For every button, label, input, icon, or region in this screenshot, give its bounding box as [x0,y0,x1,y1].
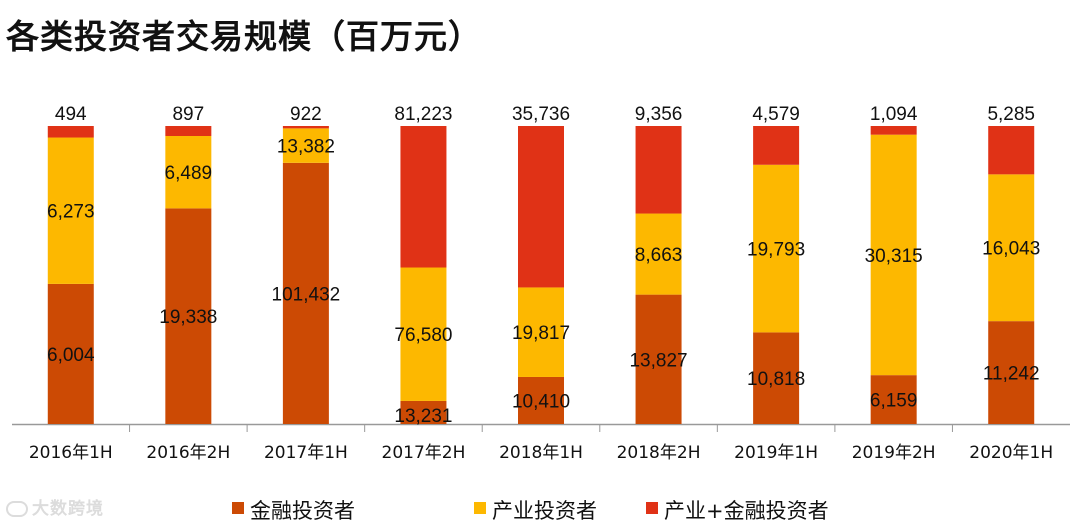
bar-segment [165,208,212,424]
bar-segment [753,164,800,333]
bar-segment [282,126,329,129]
legend-label: 金融投资者 [250,499,355,523]
bar-segment [635,294,682,424]
legend-label: 产业+金融投资者 [664,499,829,523]
bar-segment [870,126,917,135]
data-label: 8,663 [635,245,683,266]
bar-segment [282,128,329,163]
bar-segment [988,126,1035,175]
data-label: 10,410 [512,391,570,412]
data-label: 13,231 [394,406,452,427]
data-label: 1,094 [870,104,918,125]
data-label: 922 [290,104,322,125]
bar-segment [400,400,447,424]
bar-segment [165,136,212,209]
bar-segment [988,321,1035,424]
bar-segment [282,162,329,424]
bar-segment [518,287,564,377]
data-label: 81,223 [394,104,452,125]
bar-segment [518,376,564,424]
legend-swatch [646,502,658,514]
legend-swatch [232,502,244,514]
bar-segment [753,332,800,424]
data-label: 30,315 [865,246,923,267]
x-tick-label: 2020年1H [969,443,1053,463]
data-label: 6,159 [870,391,918,412]
watermark: 大数跨境 [6,494,104,519]
watermark-logo-icon [6,501,28,517]
x-tick-label: 2018年2H [617,443,701,463]
x-tick-label: 2017年2H [382,443,466,463]
data-label: 897 [172,104,204,125]
x-tick-label: 2018年1H [499,443,583,463]
data-label: 13,827 [629,350,687,371]
data-label: 35,736 [512,104,570,125]
data-label: 19,338 [159,307,217,328]
data-label: 6,004 [47,345,95,366]
legend-label: 产业投资者 [492,499,597,523]
bar-segment [635,126,682,214]
data-label: 4,579 [752,104,800,125]
data-label: 5,285 [987,104,1035,125]
data-label: 101,432 [272,284,341,305]
data-label: 11,242 [983,364,1040,385]
data-label: 10,818 [747,369,805,390]
watermark-text: 大数跨境 [32,499,104,519]
legend-swatch [474,502,486,514]
data-label: 76,580 [394,325,452,346]
x-tick-label: 2019年2H [852,443,936,463]
data-label: 19,817 [512,323,570,344]
bar-segment [47,126,94,138]
data-label: 6,273 [47,202,95,223]
data-label: 9,356 [635,104,683,125]
bar-segment [165,126,212,137]
data-label: 16,043 [982,239,1040,260]
bar-segment [988,174,1035,322]
bar-segment [400,126,447,268]
bar-segment [870,375,917,424]
x-tick-label: 2017年1H [264,443,348,463]
data-label: 494 [55,104,87,125]
x-tick-label: 2019年1H [734,443,818,463]
x-tick-label: 2016年2H [146,443,230,463]
bar-segment [635,213,682,295]
data-label: 6,489 [165,163,213,184]
bar-segment [753,126,800,165]
bar-segment [518,126,564,288]
bar-segment [47,137,94,284]
chart-title: 各类投资者交易规模（百万元） [6,17,482,56]
data-label: 13,382 [277,137,335,158]
bar-segment [47,283,94,424]
bar-segment [870,134,917,376]
data-label: 19,793 [747,240,805,261]
x-tick-label: 2016年1H [29,443,113,463]
bar-segment [400,267,447,401]
